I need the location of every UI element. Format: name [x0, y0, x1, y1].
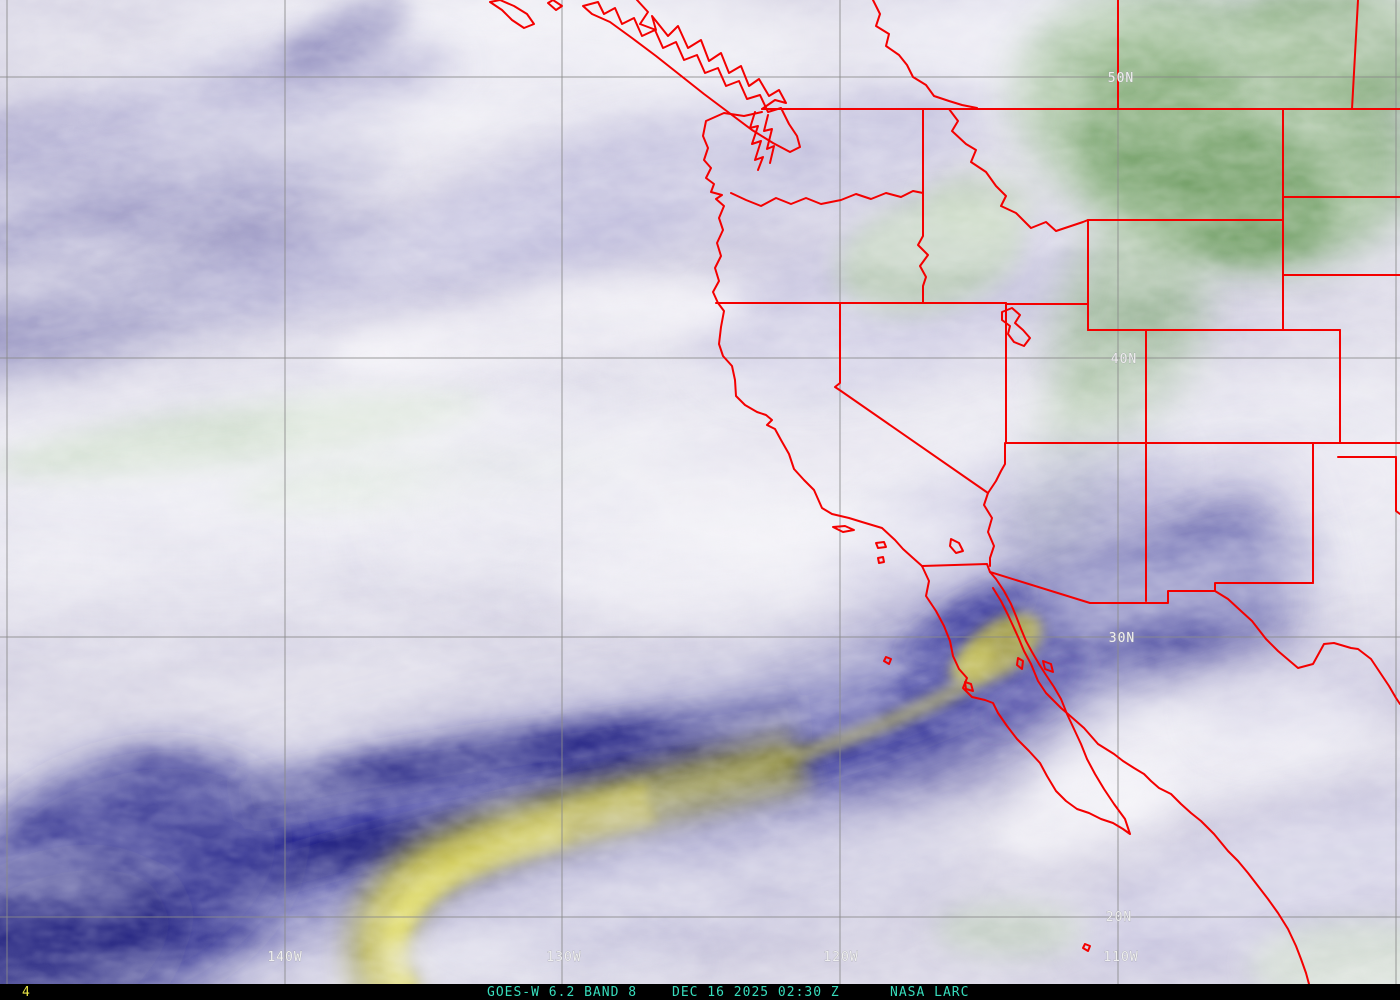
grid-label-20n: 20N — [1106, 910, 1132, 925]
grid-label-120w: 120W — [823, 950, 858, 965]
grid-label-50n: 50N — [1108, 71, 1134, 86]
map-borders-overlay — [489, 0, 1400, 984]
frame-number: 4 — [22, 985, 31, 1000]
grid-labels: 50N 40N 30N 20N 140W 130W 120W 110W — [267, 71, 1138, 966]
source-label: NASA LARC — [890, 985, 970, 1000]
grid-label-140w: 140W — [267, 950, 302, 965]
timestamp-label: DEC 16 2025 02:30 Z — [672, 985, 840, 1000]
grid-label-30n: 30N — [1109, 631, 1135, 646]
grid-label-40n: 40N — [1111, 352, 1137, 367]
status-bar: 4 GOES-W 6.2 BAND 8 DEC 16 2025 02:30 Z … — [0, 984, 1400, 1000]
grid-label-130w: 130W — [546, 950, 581, 965]
grid-label-110w: 110W — [1103, 950, 1138, 965]
product-label: GOES-W 6.2 BAND 8 — [487, 985, 638, 1000]
